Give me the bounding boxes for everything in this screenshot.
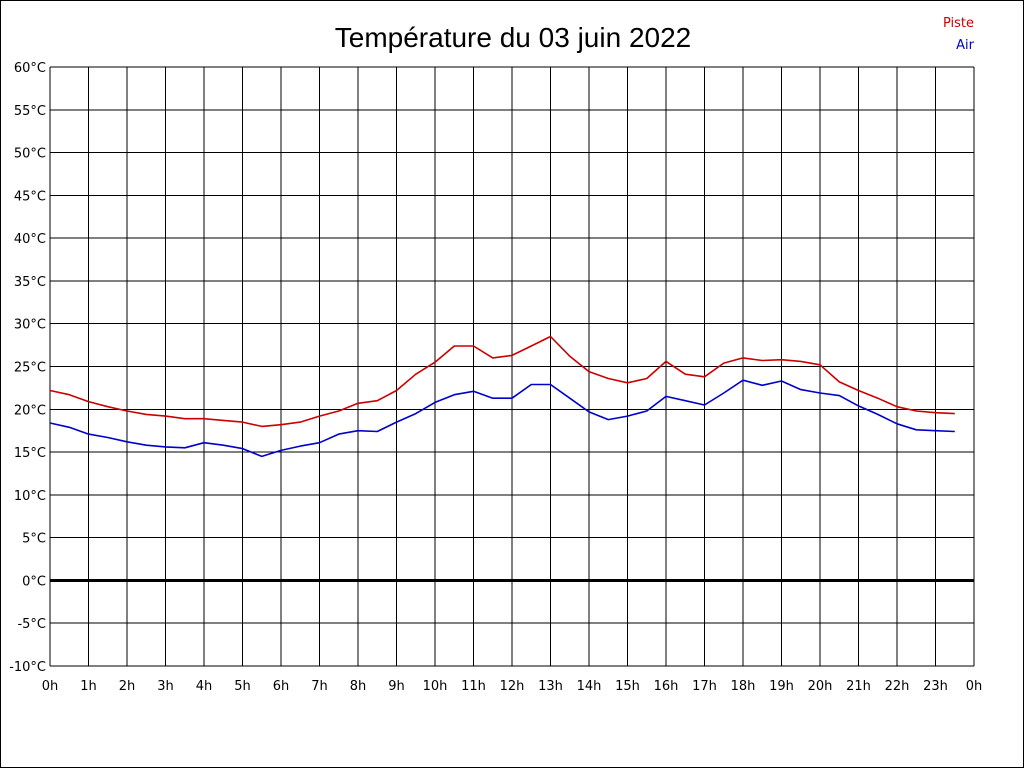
- y-tick-label: 55°C: [14, 104, 46, 119]
- x-tick-label: 4h: [196, 679, 213, 694]
- x-tick-label: 8h: [350, 679, 367, 694]
- legend-item-piste: Piste: [943, 16, 974, 31]
- series-lines: [49, 335, 955, 458]
- x-axis-labels: 0h 1h 2h 3h 4h 5h 6h 7h 8h 9h 10h 11h 12h 13h 14h 15h 16…: [42, 679, 983, 694]
- legend-item-air: Air: [956, 38, 975, 53]
- y-tick-label: -5°C: [17, 617, 46, 632]
- grid: [49, 66, 975, 667]
- x-tick-label: 13h: [538, 679, 563, 694]
- x-tick-label: 18h: [731, 679, 756, 694]
- y-axis-labels: 60°C 55°C 50°C 45°C 40°C 35°C 30°C 25°C 20°C 15°C…: [9, 61, 46, 675]
- series-line-piste: [49, 335, 955, 428]
- x-tick-label: 23h: [923, 679, 948, 694]
- series-line-air: [49, 379, 955, 458]
- x-tick-label: 17h: [692, 679, 717, 694]
- y-tick-label: 30°C: [14, 318, 46, 333]
- x-tick-label: 21h: [846, 679, 871, 694]
- y-tick-label: 40°C: [14, 232, 46, 247]
- y-tick-label: 45°C: [14, 189, 46, 204]
- legend: Piste Air: [943, 16, 975, 53]
- x-tick-label: 22h: [885, 679, 910, 694]
- y-tick-label: 10°C: [14, 489, 46, 504]
- x-tick-label: 20h: [808, 679, 833, 694]
- x-tick-label: 19h: [769, 679, 794, 694]
- y-tick-label: 0°C: [22, 574, 46, 589]
- y-tick-label: 20°C: [14, 403, 46, 418]
- x-tick-label: 12h: [500, 679, 525, 694]
- chart-title: Température du 03 juin 2022: [335, 22, 691, 53]
- x-tick-label: 0h: [42, 679, 59, 694]
- x-tick-label: 14h: [577, 679, 602, 694]
- y-tick-label: 15°C: [14, 446, 46, 461]
- y-tick-label: 50°C: [14, 147, 46, 162]
- x-tick-label: 0h: [966, 679, 983, 694]
- x-tick-label: 6h: [273, 679, 290, 694]
- x-tick-label: 2h: [119, 679, 136, 694]
- x-tick-label: 9h: [388, 679, 405, 694]
- x-tick-label: 1h: [80, 679, 97, 694]
- x-tick-label: 7h: [311, 679, 328, 694]
- y-tick-label: -10°C: [9, 660, 46, 675]
- x-tick-label: 5h: [234, 679, 251, 694]
- y-tick-label: 35°C: [14, 275, 46, 290]
- y-tick-label: 60°C: [14, 61, 46, 76]
- y-tick-label: 25°C: [14, 361, 46, 376]
- x-tick-label: 11h: [461, 679, 486, 694]
- x-tick-label: 16h: [654, 679, 679, 694]
- x-tick-label: 10h: [423, 679, 448, 694]
- x-tick-label: 3h: [157, 679, 174, 694]
- y-tick-label: 5°C: [22, 532, 46, 547]
- x-tick-label: 15h: [615, 679, 640, 694]
